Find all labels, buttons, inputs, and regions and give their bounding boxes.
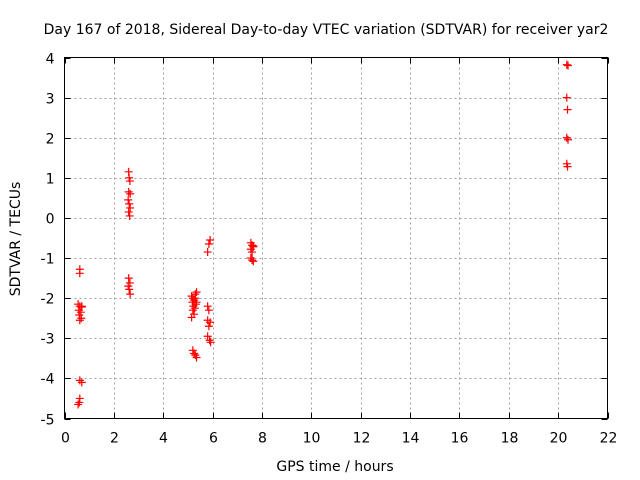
data-point-plus	[192, 298, 201, 307]
data-point-plus	[203, 332, 212, 341]
x-tick-label: 6	[209, 431, 218, 447]
y-tick-label: -1	[41, 252, 55, 268]
data-point-plus	[191, 294, 200, 303]
y-tick-label: -4	[41, 372, 55, 388]
x-tick-label: 12	[353, 431, 371, 447]
x-tick-label: 22	[600, 431, 618, 447]
data-point-plus	[125, 211, 134, 220]
y-tick-label: 4	[46, 52, 55, 68]
data-point-plus	[204, 240, 213, 249]
data-point-plus	[248, 248, 257, 257]
y-tick-label: 2	[46, 132, 55, 148]
data-point-plus	[77, 378, 86, 387]
y-tick-label: -5	[41, 413, 55, 429]
axis-ticks	[64, 57, 609, 420]
data-point-plus	[563, 105, 572, 114]
data-point-plus	[563, 162, 572, 171]
data-point-plus	[126, 189, 135, 198]
y-tick-label: 1	[46, 172, 55, 188]
data-point-plus	[125, 199, 134, 208]
data-point-plus	[75, 398, 84, 407]
y-axis-label: SDTVAR / TECUs	[8, 182, 24, 297]
data-point-plus	[206, 236, 215, 245]
data-point-plus	[126, 290, 135, 299]
x-tick-label: 0	[61, 431, 70, 447]
data-point-plus	[77, 314, 86, 323]
data-point-plus	[192, 353, 201, 362]
data-point-plus	[206, 318, 215, 327]
data-point-plus	[192, 288, 201, 297]
data-point-plus	[126, 203, 135, 212]
y-tick-label: -3	[41, 332, 55, 348]
x-tick-label: 8	[258, 431, 267, 447]
data-point-plus	[190, 304, 199, 313]
data-point-plus	[562, 60, 571, 69]
data-point-plus	[124, 274, 133, 283]
x-tick-label: 4	[159, 431, 168, 447]
data-point-plus	[203, 248, 212, 257]
data-point-plus	[562, 133, 571, 142]
data-point-plus	[125, 285, 134, 294]
x-axis-label: GPS time / hours	[276, 459, 393, 475]
data-point-plus	[205, 336, 214, 345]
x-tick-label: 18	[501, 431, 519, 447]
data-point-plus	[206, 338, 215, 347]
data-point-plus	[74, 400, 83, 409]
data-point-plus	[125, 177, 134, 186]
data-point-plus	[124, 195, 133, 204]
data-point-plus	[124, 207, 133, 216]
data-point-plus	[564, 61, 573, 70]
data-point-plus	[124, 187, 133, 196]
y-tick-labels: -5 -4 -3 -2 -1 0 1 2 3 4	[41, 52, 55, 429]
data-point-plus	[77, 302, 86, 311]
y-tick-label: 0	[46, 212, 55, 228]
x-tick-label: 2	[110, 431, 119, 447]
data-point-plus	[75, 269, 84, 278]
data-point-plus	[204, 322, 213, 331]
data-points	[74, 60, 573, 409]
x-tick-label: 20	[550, 431, 568, 447]
chart-title: Day 167 of 2018, Sidereal Day-to-day VTE…	[44, 22, 609, 38]
data-point-plus	[204, 306, 213, 315]
data-point-plus	[190, 349, 199, 358]
data-point-plus	[187, 313, 196, 322]
data-point-plus	[564, 135, 573, 144]
data-point-plus	[75, 376, 84, 385]
plot-frame	[64, 57, 608, 419]
data-point-plus	[562, 93, 571, 102]
data-point-plus	[187, 292, 196, 301]
data-point-plus	[249, 257, 258, 266]
x-tick-labels: 0 2 4 6 8 10 12 14 16 18 20 22	[61, 431, 617, 447]
data-point-plus	[248, 256, 257, 265]
data-point-plus	[188, 306, 197, 315]
y-tick-label: 3	[46, 92, 55, 108]
data-point-plus	[75, 316, 84, 325]
data-point-plus	[248, 241, 257, 250]
x-tick-label: 14	[402, 431, 420, 447]
y-tick-label: -2	[41, 292, 55, 308]
x-tick-label: 10	[303, 431, 321, 447]
data-point-plus	[203, 302, 212, 311]
grid-lines	[64, 57, 608, 419]
x-tick-label: 16	[451, 431, 469, 447]
data-point-plus	[249, 242, 258, 251]
